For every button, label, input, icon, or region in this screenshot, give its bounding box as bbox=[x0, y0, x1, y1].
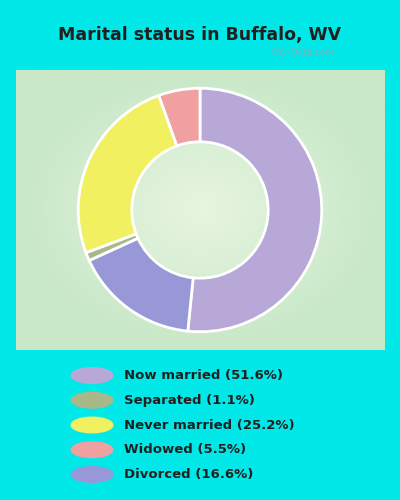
Circle shape bbox=[71, 392, 113, 408]
Text: Divorced (16.6%): Divorced (16.6%) bbox=[124, 468, 253, 481]
Text: Never married (25.2%): Never married (25.2%) bbox=[124, 418, 295, 432]
Circle shape bbox=[71, 466, 113, 482]
Text: Separated (1.1%): Separated (1.1%) bbox=[124, 394, 255, 407]
Text: Now married (51.6%): Now married (51.6%) bbox=[124, 369, 283, 382]
Text: Widowed (5.5%): Widowed (5.5%) bbox=[124, 444, 246, 456]
Text: Marital status in Buffalo, WV: Marital status in Buffalo, WV bbox=[58, 26, 342, 44]
Circle shape bbox=[71, 417, 113, 433]
Wedge shape bbox=[86, 234, 138, 260]
Wedge shape bbox=[78, 96, 177, 252]
Wedge shape bbox=[159, 88, 200, 146]
Circle shape bbox=[71, 442, 113, 458]
Wedge shape bbox=[188, 88, 322, 332]
Text: City-Data.com: City-Data.com bbox=[270, 48, 334, 56]
Wedge shape bbox=[89, 238, 193, 331]
Circle shape bbox=[71, 368, 113, 384]
